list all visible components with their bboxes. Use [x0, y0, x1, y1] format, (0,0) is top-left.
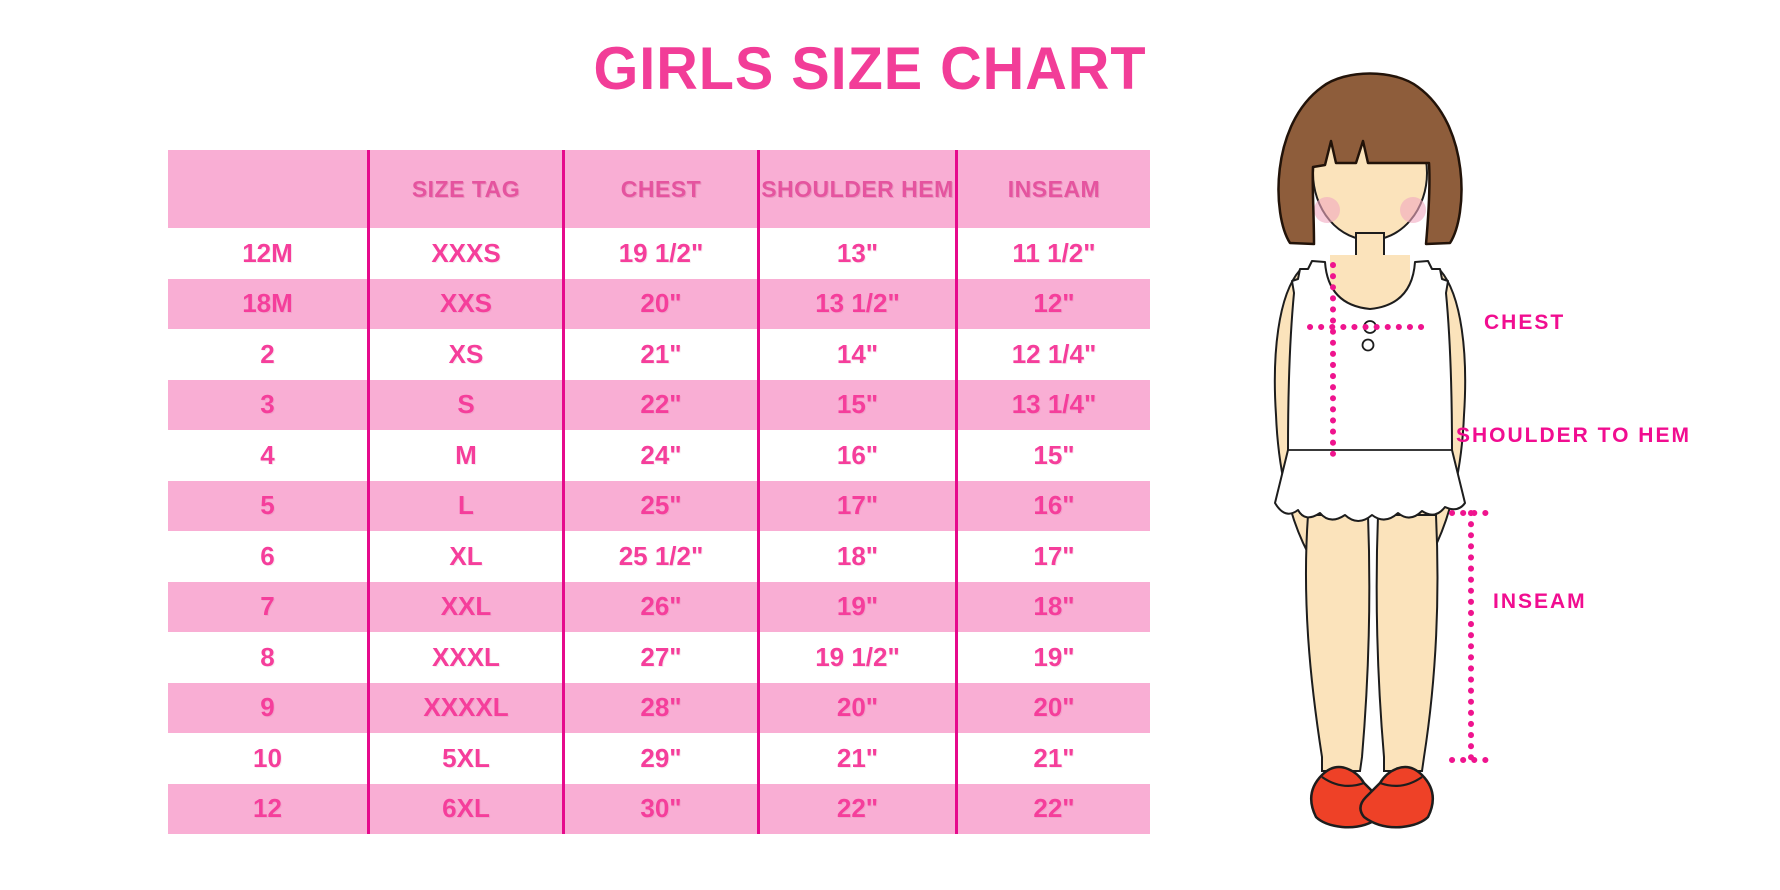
page-title: GIRLS SIZE CHART: [593, 35, 1147, 102]
table-cell: 13": [757, 228, 955, 279]
table-cell: XS: [367, 329, 562, 380]
table-cell: 20": [562, 278, 757, 329]
table-cell: 19 1/2": [562, 228, 757, 279]
chest-measure-label: CHEST: [1484, 311, 1566, 334]
shoe-left-strap: [1321, 776, 1365, 788]
table-cell: 28": [562, 682, 757, 733]
table-cell: 21": [955, 733, 1150, 784]
table-cell: 16": [757, 430, 955, 481]
table-cell: XL: [367, 531, 562, 582]
table-row: 6 XL 25 1/2" 18" 17": [168, 531, 1150, 582]
girls-size-table: SIZE TAG CHEST SHOULDER HEM INSEAM 12M XX…: [168, 150, 1150, 834]
table-cell: 4: [260, 439, 275, 470]
table-row: 12M XXXS 19 1/2" 13" 11 1/2": [168, 228, 1150, 279]
header-cell-chest: CHEST: [562, 150, 757, 228]
table-row: 10 5XL 29" 21" 21": [168, 733, 1150, 784]
table-cell: 20": [955, 682, 1150, 733]
table-cell: 26": [562, 581, 757, 632]
table-cell: 9: [260, 692, 275, 723]
table-header-row: SIZE TAG CHEST SHOULDER HEM INSEAM: [168, 150, 1150, 228]
table-cell: 8: [260, 641, 275, 672]
table-cell: XXXS: [367, 228, 562, 279]
table-cell: XXXXL: [367, 682, 562, 733]
header-cell-size-tag: SIZE TAG: [367, 150, 562, 228]
table-row: 7 XXL 26" 19" 18": [168, 581, 1150, 632]
table-cell: 22": [757, 783, 955, 834]
table-cell: 15": [955, 430, 1150, 481]
table-cell: XXL: [367, 581, 562, 632]
dress-button-bottom: [1361, 338, 1375, 352]
table-cell: 13 1/2": [757, 278, 955, 329]
shoulder-to-hem-measure-label: SHOULDER TO HEM: [1456, 424, 1691, 447]
table-cell: 16": [955, 480, 1150, 531]
table-cell: 25 1/2": [562, 531, 757, 582]
table-row: 2 XS 21" 14" 12 1/4": [168, 329, 1150, 380]
table-cell: 22": [955, 783, 1150, 834]
table-cell: 15": [757, 379, 955, 430]
table-cell: 19 1/2": [757, 632, 955, 683]
table-row: 4 M 24" 16" 15": [168, 430, 1150, 481]
inseam-measure-label: INSEAM: [1493, 590, 1587, 613]
table-cell: 21": [757, 733, 955, 784]
table-cell: 5XL: [367, 733, 562, 784]
table-cell: M: [367, 430, 562, 481]
table-cell: 30": [562, 783, 757, 834]
table-cell: S: [367, 379, 562, 430]
table-cell: 19": [757, 581, 955, 632]
table-cell: 24": [562, 430, 757, 481]
table-cell: L: [367, 480, 562, 531]
table-cell: 29": [562, 733, 757, 784]
blush-right: [1400, 197, 1426, 223]
blush-left: [1314, 197, 1340, 223]
table-cell: XXXL: [367, 632, 562, 683]
table-cell: 27": [562, 632, 757, 683]
table-cell: 25": [562, 480, 757, 531]
header-cell-inseam: INSEAM: [955, 150, 1150, 228]
hair: [1277, 72, 1463, 246]
table-row: 9 XXXXL 28" 20" 20": [168, 682, 1150, 733]
leg-right: [1375, 514, 1439, 772]
table-cell: 11 1/2": [955, 228, 1150, 279]
table-cell: XXS: [367, 278, 562, 329]
table-cell: 12: [253, 793, 282, 824]
table-row: 12 6XL 30" 22" 22": [168, 783, 1150, 834]
table-cell: 6XL: [367, 783, 562, 834]
table-cell: 22": [562, 379, 757, 430]
table-cell: 12 1/4": [955, 329, 1150, 380]
table-row: 3 S 22" 15" 13 1/4": [168, 379, 1150, 430]
table-cell: 18": [955, 581, 1150, 632]
table-cell: 21": [562, 329, 757, 380]
table-cell: 10: [253, 742, 282, 773]
table-cell: 18": [757, 531, 955, 582]
table-cell: 13 1/4": [955, 379, 1150, 430]
table-cell: 7: [260, 591, 275, 622]
table-cell: 5: [260, 490, 275, 521]
girl-figure-illustration: [1273, 72, 1493, 829]
shoe-right: [1359, 765, 1435, 829]
table-cell: 18M: [242, 288, 293, 319]
table-row: 5 L 25" 17" 16": [168, 480, 1150, 531]
shoe-right-strap: [1379, 776, 1423, 788]
table-cell: 17": [955, 531, 1150, 582]
table-cell: 3: [260, 389, 275, 420]
table-cell: 20": [757, 682, 955, 733]
header-cell-size: [168, 150, 367, 228]
table-cell: 14": [757, 329, 955, 380]
leg-left: [1304, 514, 1371, 772]
table-row: 8 XXXL 27" 19 1/2" 19": [168, 632, 1150, 683]
table-cell: 12": [955, 278, 1150, 329]
header-cell-shoulder-hem: SHOULDER HEM: [757, 150, 955, 228]
table-cell: 2: [260, 338, 275, 369]
table-cell: 12M: [242, 237, 293, 268]
table-cell: 19": [955, 632, 1150, 683]
table-row: 18M XXS 20" 13 1/2" 12": [168, 278, 1150, 329]
table-cell: 6: [260, 540, 275, 571]
table-cell: 17": [757, 480, 955, 531]
